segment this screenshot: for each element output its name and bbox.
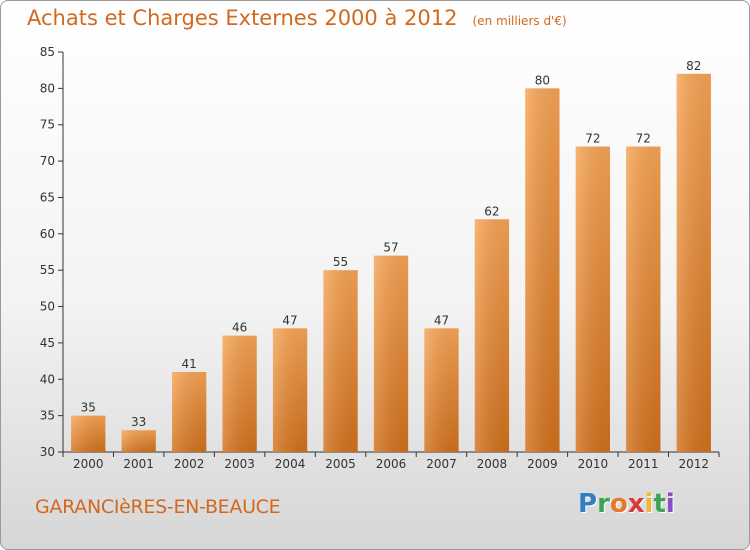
data-label-2003: 46 xyxy=(232,321,247,335)
x-tick-label: 2005 xyxy=(325,457,356,471)
y-tick-label: 70 xyxy=(40,154,55,168)
y-tick-label: 40 xyxy=(40,372,55,386)
data-label-2005: 55 xyxy=(333,255,348,269)
x-tick-label: 2003 xyxy=(224,457,255,471)
logo-letter: o xyxy=(609,489,628,519)
data-label-2000: 35 xyxy=(81,401,96,415)
data-label-2001: 33 xyxy=(131,415,146,429)
bar-shade-2010 xyxy=(575,146,611,452)
y-tick-label: 50 xyxy=(40,300,55,314)
x-tick-label: 2004 xyxy=(275,457,306,471)
chart-title-block: Achats et Charges Externes 2000 à 2012 (… xyxy=(27,6,567,30)
logo-letter: t xyxy=(653,489,666,519)
bar-shade-2009 xyxy=(525,88,560,452)
bar-shade-2012 xyxy=(676,73,711,453)
x-tick-label: 2007 xyxy=(426,457,457,471)
data-label-2006: 57 xyxy=(383,241,398,255)
data-label-2008: 62 xyxy=(484,204,499,218)
bar-shade-2005 xyxy=(323,270,358,452)
x-tick-label: 2010 xyxy=(578,457,609,471)
data-label-2004: 47 xyxy=(282,313,297,327)
x-tick-label: 2000 xyxy=(73,457,104,471)
chart-axes: 30 35 40 45 50 55 60 65 70 75 80 85 2000 2001 2002 2003… xyxy=(40,45,720,471)
x-tick-label: 2006 xyxy=(376,457,407,471)
logo-letter: i xyxy=(665,489,675,519)
y-tick-label: 30 xyxy=(40,445,55,459)
data-label-2002: 41 xyxy=(182,357,197,371)
bar-shade-2008 xyxy=(474,219,510,452)
x-tick-label: 2002 xyxy=(174,457,205,471)
x-tick-label: 2001 xyxy=(123,457,154,471)
proxiti-logo[interactable]: Proxiti xyxy=(578,489,675,519)
chart-data-labels: 35 33 41 46 47 55 57 47 62 80 72 72 82 xyxy=(81,59,702,429)
data-label-2011: 72 xyxy=(636,132,651,146)
chart-unit: (en milliers d'€) xyxy=(472,14,567,28)
data-label-2012: 82 xyxy=(686,59,701,73)
y-tick-label: 80 xyxy=(40,81,55,95)
bar-shade-2001 xyxy=(121,430,156,452)
chart-bars xyxy=(71,73,711,453)
data-label-2010: 72 xyxy=(585,132,600,146)
logo-letter: i xyxy=(644,489,654,519)
y-tick-label: 85 xyxy=(40,45,55,59)
x-tick-label: 2012 xyxy=(678,457,709,471)
logo-letter: r xyxy=(597,489,610,519)
commune-name: GARANCIèRES-EN-BEAUCE xyxy=(35,496,281,518)
bar-shade-2007 xyxy=(424,328,459,452)
y-tick-label: 60 xyxy=(40,227,55,241)
y-tick-label: 55 xyxy=(40,263,55,277)
y-tick-label: 35 xyxy=(40,409,55,423)
bar-shade-2000 xyxy=(71,415,106,452)
y-tick-label: 45 xyxy=(40,336,55,350)
bar-shade-2011 xyxy=(626,146,661,452)
x-tick-label: 2008 xyxy=(477,457,508,471)
y-tick-label: 65 xyxy=(40,190,55,204)
bar-shade-2002 xyxy=(171,372,207,452)
bar-shade-2006 xyxy=(373,255,409,452)
bar-shade-2003 xyxy=(222,335,257,452)
data-label-2007: 47 xyxy=(434,313,449,327)
bar-shade-2004 xyxy=(272,328,308,452)
y-tick-label: 75 xyxy=(40,118,55,132)
data-label-2009: 80 xyxy=(535,73,550,87)
logo-letter: x xyxy=(627,489,645,519)
x-tick-label: 2009 xyxy=(527,457,558,471)
chart-title: Achats et Charges Externes 2000 à 2012 xyxy=(27,6,458,30)
x-tick-label: 2011 xyxy=(628,457,659,471)
logo-letter: P xyxy=(578,489,598,519)
